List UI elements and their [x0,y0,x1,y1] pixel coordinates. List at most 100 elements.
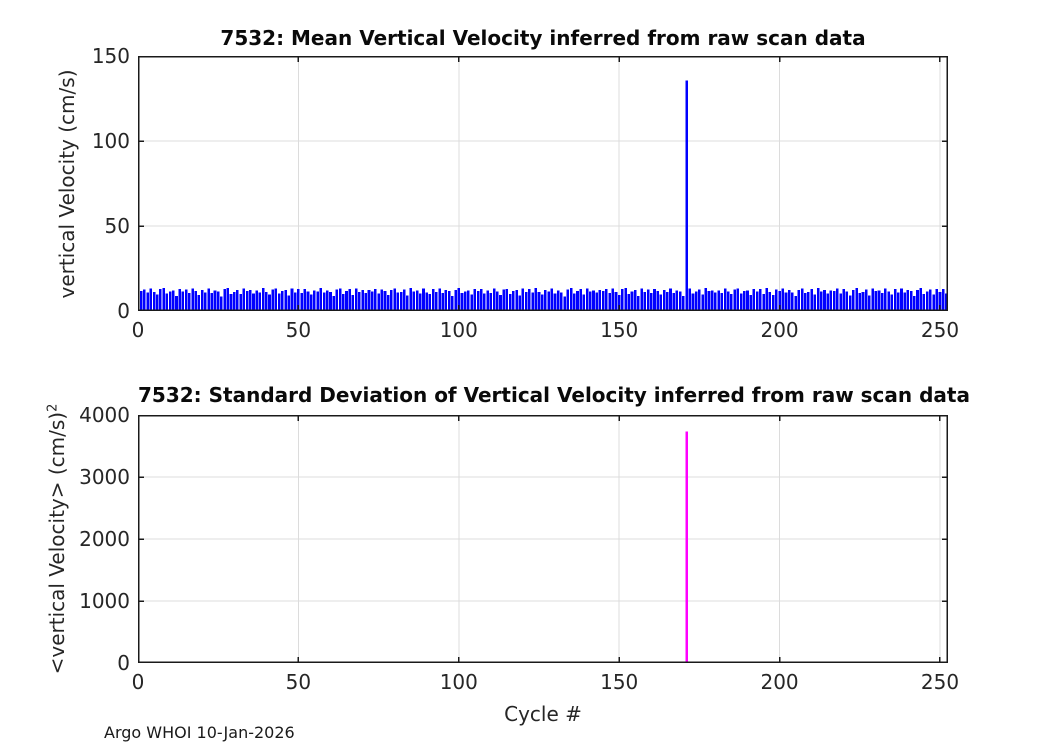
bar [255,290,258,311]
bar [579,289,582,311]
x-tick-label: 200 [760,670,799,694]
bar [528,289,531,311]
bar [409,288,412,311]
bar [332,296,335,311]
bar [887,291,890,311]
chart-std-title: 7532: Standard Deviation of Vertical Vel… [138,383,970,407]
bar [470,294,473,311]
bar [537,292,541,311]
bar [633,290,637,311]
bar [685,431,688,663]
bar [726,291,730,311]
bar [739,293,743,311]
bar [595,292,599,311]
bar [194,290,198,311]
axes-box [138,415,948,663]
bar [701,294,704,311]
bar [300,292,303,311]
y-tick-label: 4000 [79,403,130,427]
bar [576,290,579,311]
bar [842,289,846,311]
bar [383,290,387,311]
bar [271,289,275,311]
bar [877,290,881,311]
bar [771,294,775,311]
bar [566,289,570,311]
bar [589,291,592,311]
bar [893,289,897,311]
bar [685,80,688,311]
bar [184,289,188,311]
bar [268,294,271,311]
bar [265,291,268,311]
bar [598,289,602,311]
bar [338,288,342,311]
bar [277,293,281,311]
bar [358,291,361,311]
bar [858,292,862,311]
bar [435,291,438,311]
bar [361,290,364,311]
bar [601,291,605,311]
bar [752,288,756,311]
chart-std-plot-area [138,415,948,663]
x-tick-label: 0 [131,318,145,342]
x-axis-label: Cycle # [504,702,582,726]
bar [139,290,143,311]
bar [396,292,400,311]
bar [159,289,162,311]
bar [220,296,223,311]
bar [900,288,903,311]
bar [181,291,185,311]
bar [611,288,615,311]
bar [640,288,643,311]
bar [755,291,759,311]
bar [582,294,586,311]
bar [191,288,194,311]
bar [823,289,826,311]
bar [560,292,563,311]
bar [659,294,663,311]
bar [762,293,765,311]
bar [682,295,685,311]
chart-mean-title: 7532: Mean Vertical Velocity inferred fr… [220,26,866,50]
bar [402,289,406,311]
bar [377,293,380,311]
bar [945,293,948,311]
bar [919,288,923,311]
bar [794,296,797,311]
bar [512,290,515,311]
bar [457,288,461,311]
bar [852,289,855,311]
bar [694,291,698,311]
bar [890,294,894,311]
bar [720,292,724,311]
bar [399,291,403,311]
bar [342,294,345,311]
bar [348,289,352,311]
x-tick-label: 50 [285,670,312,694]
bar [922,294,926,311]
bar [938,291,942,311]
bar [553,293,557,311]
bar [245,291,249,311]
bar [524,291,528,311]
bar [723,288,727,311]
bar [438,288,441,311]
bar [743,290,746,311]
gridlines [138,56,948,311]
figure-footer: Argo WHOI 10-Jan-2026 [104,723,295,742]
axes-box [138,56,948,311]
bar [941,289,945,311]
bar [149,288,153,311]
y-tick-label: 2000 [79,527,130,551]
bar [354,288,358,311]
bar [903,292,906,311]
bar [820,291,823,311]
bar [749,295,752,311]
bar [540,294,544,311]
bar [175,295,178,311]
bar [502,289,505,311]
bar [672,292,676,311]
bar [476,291,480,311]
